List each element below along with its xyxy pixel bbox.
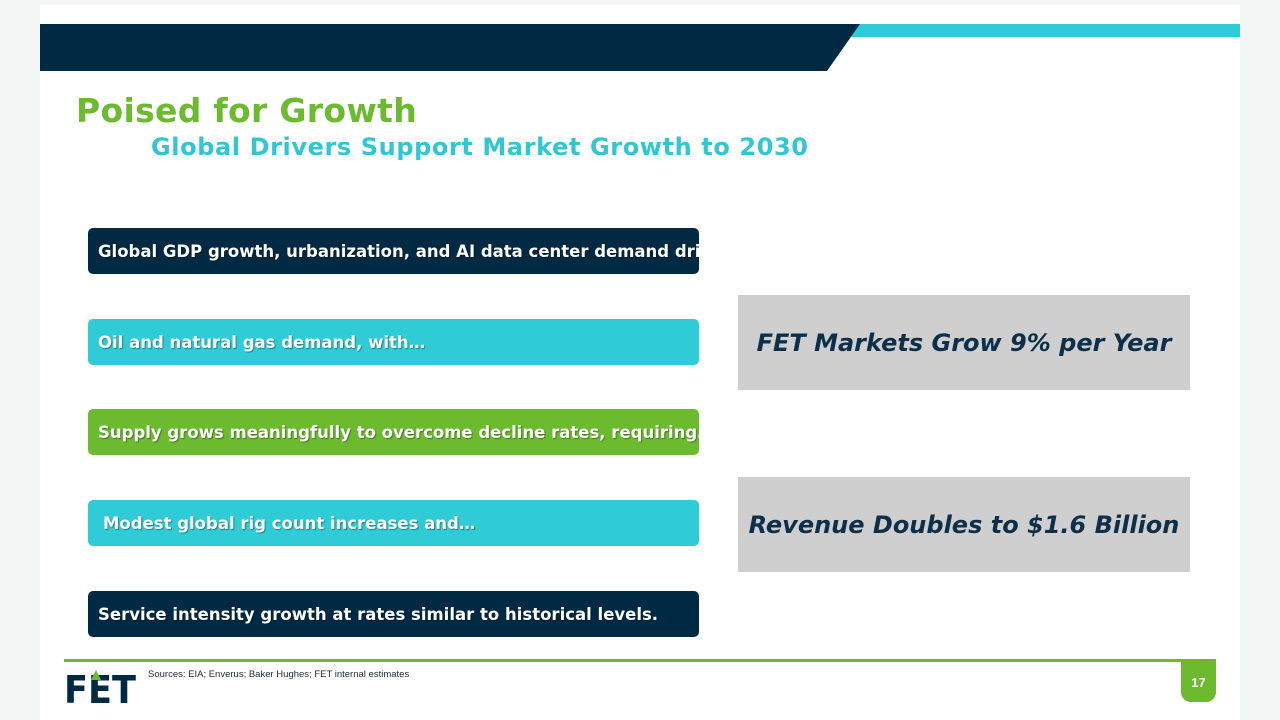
header-bar [40,24,1240,71]
outcome-box-revenue: Revenue Doubles to $1.6 Billion [738,477,1190,572]
outcome-label: FET Markets Grow 9% per Year [756,328,1172,357]
driver-box-oil-gas-demand: Oil and natural gas demand, with… [88,319,699,365]
slide-subtitle: Global Drivers Support Market Growth to … [151,133,809,161]
driver-label: Service intensity growth at rates simila… [98,604,659,624]
logo-triangle-icon [91,670,101,680]
driver-label: Oil and natural gas demand, with… [98,332,426,352]
footer-divider [64,659,1216,662]
slide-title: Poised for Growth [76,91,417,130]
page-number: 17 [1191,674,1206,690]
driver-box-supply-growth: Supply grows meaningfully to overcome de… [88,409,699,455]
outcome-label: Revenue Doubles to $1.6 Billion [748,510,1180,539]
sources-note: Sources: EIA; Enverus; Baker Hughes; FET… [148,669,410,680]
header-navy-band [40,24,860,71]
page-number-badge: 17 [1181,662,1216,702]
fet-logo: FET [64,668,136,706]
header-accent-stripe [821,24,1240,37]
slide: Poised for Growth Global Drivers Support… [40,5,1240,720]
driver-box-rig-count: Modest global rig count increases and… [88,500,699,546]
driver-label: Global GDP growth, urbanization, and AI … [98,241,699,261]
driver-label: Supply grows meaningfully to overcome de… [98,422,699,442]
driver-box-service-intensity: Service intensity growth at rates simila… [88,591,699,637]
driver-label: Modest global rig count increases and… [103,513,476,533]
driver-box-gdp-growth: Global GDP growth, urbanization, and AI … [88,228,699,274]
fet-logo-text: FET [64,668,136,706]
outcome-box-market-growth: FET Markets Grow 9% per Year [738,295,1190,390]
